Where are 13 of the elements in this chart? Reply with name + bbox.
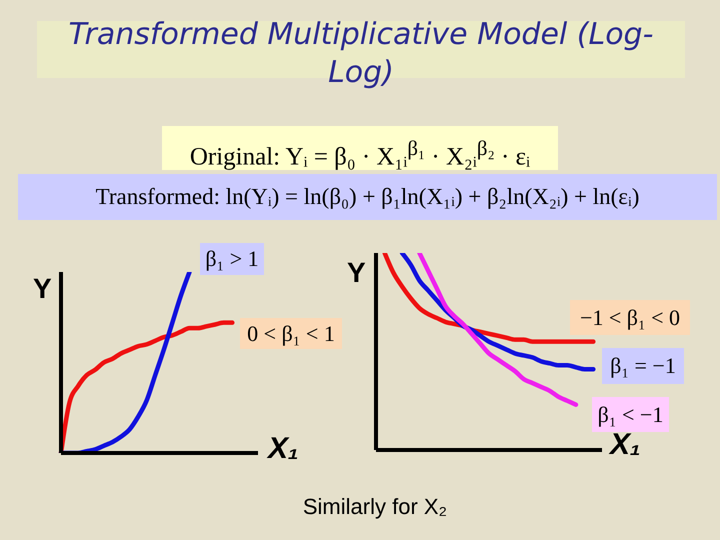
- series-label: β₁ = −1: [602, 348, 684, 384]
- text: Transformed Multiplicative Model (Log-Log): [68, 16, 654, 92]
- series-label: β₁ > 1: [200, 243, 264, 275]
- x-axis-title: X₁: [268, 432, 299, 466]
- text: Similarly for X₂: [302, 493, 448, 521]
- text: Original: Yᵢ = β₀ · X₁ᵢ$^{β₁}$ · X₂ᵢ$^{β₂}$ · εᵢ: [162, 126, 558, 170]
- series-label: β₁ < −1: [598, 402, 664, 427]
- series-label: −1 < β₁ < 0: [570, 300, 690, 335]
- x-axis-title: X₁: [610, 428, 641, 462]
- y-axis-title: Y: [347, 257, 366, 288]
- y-axis-title: Y: [33, 273, 52, 304]
- series-label: 0 < β₁ < 1: [240, 318, 342, 349]
- text: Transformed: ln(Yᵢ) = ln(β₀) + β₁ln(X₁ᵢ) + β₂ln(X₂ᵢ) + ln(εᵢ): [18, 174, 717, 220]
